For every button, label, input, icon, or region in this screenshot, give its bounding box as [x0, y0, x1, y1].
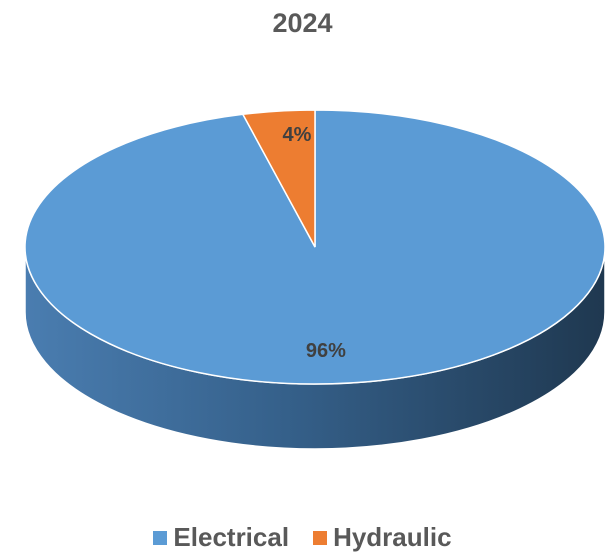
pie-top — [24, 109, 605, 385]
legend-label-hydraulic: Hydraulic — [333, 522, 452, 552]
data-label-electrical: 96% — [306, 340, 346, 362]
pie-labels: 96% 4% — [283, 124, 347, 362]
chart-title: 2024 — [272, 8, 333, 38]
data-label-hydraulic: 4% — [283, 124, 312, 146]
legend-label-electrical: Electrical — [173, 522, 290, 552]
legend-item-hydraulic[interactable]: Hydraulic — [313, 522, 452, 553]
legend-swatch-electrical — [153, 530, 168, 545]
pie-slice-hydraulic[interactable] — [241, 109, 316, 248]
legend-swatch-hydraulic — [313, 530, 328, 545]
legend: Electrical Hydraulic — [0, 522, 605, 553]
legend-item-electrical[interactable]: Electrical — [153, 522, 289, 553]
